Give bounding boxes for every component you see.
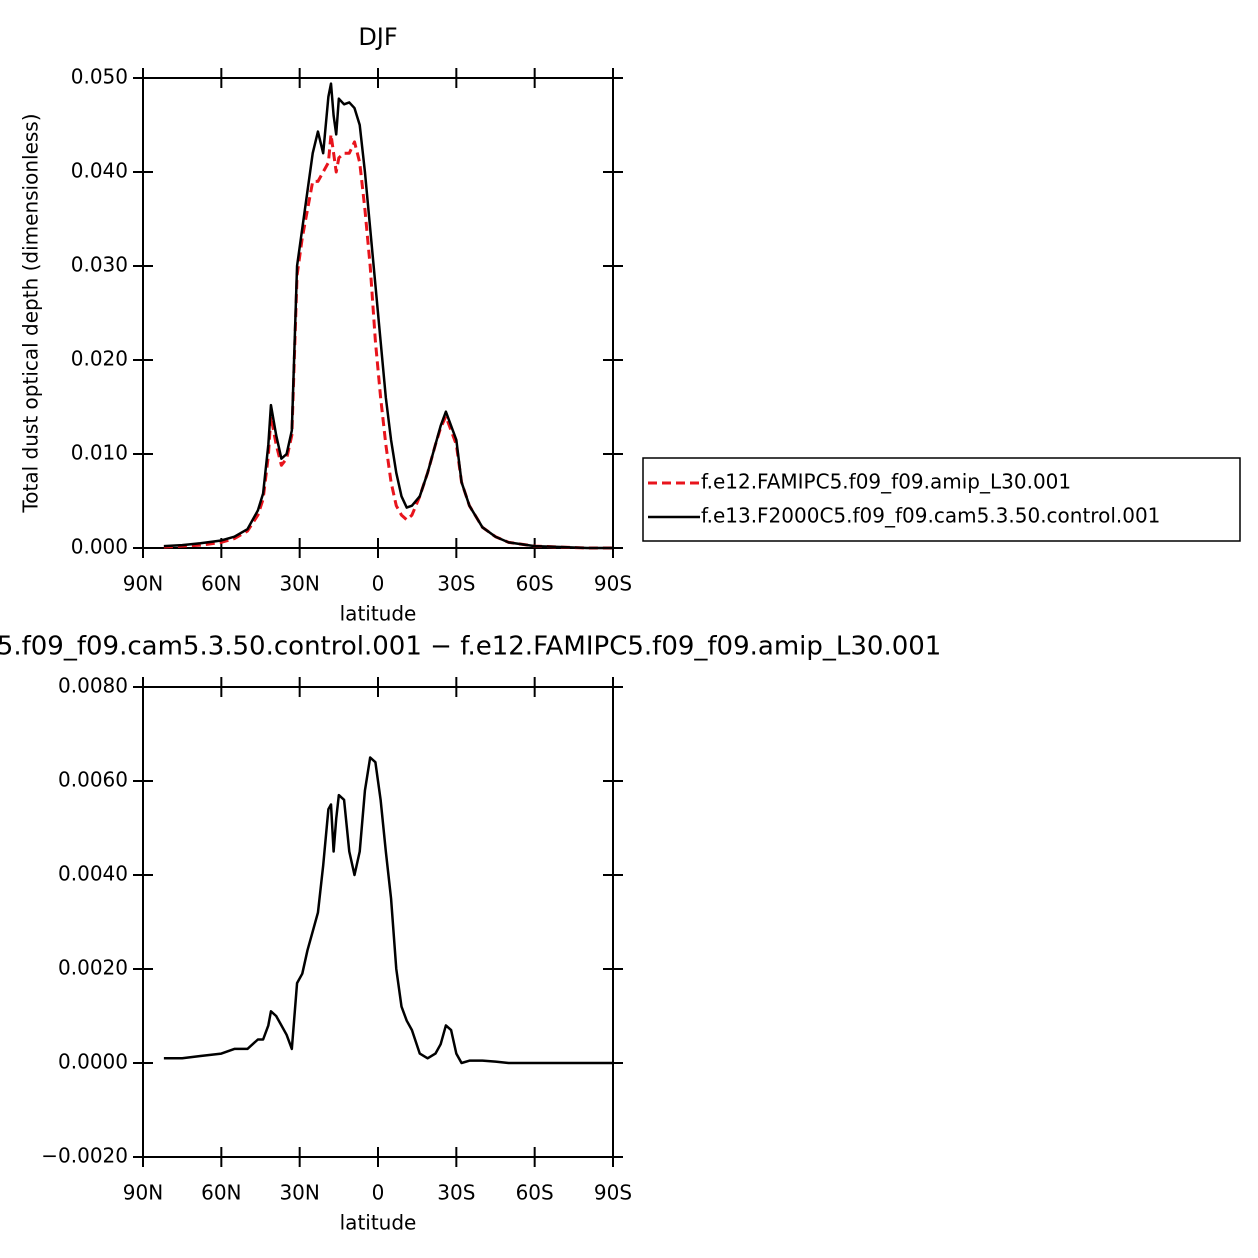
x-tick-label: 30S bbox=[437, 1181, 475, 1205]
x-tick-label: 90S bbox=[594, 1181, 632, 1205]
x-axis-label: latitude bbox=[340, 1211, 417, 1235]
y-tick-label: 0.0000 bbox=[58, 1050, 128, 1074]
x-tick-label: 60N bbox=[201, 572, 241, 596]
x-tick-label: 0 bbox=[372, 1181, 385, 1205]
y-tick-label: 0.0060 bbox=[58, 768, 128, 792]
y-tick-label: 0.040 bbox=[71, 159, 128, 183]
legend-label: f.e13.F2000C5.f09_f09.cam5.3.50.control.… bbox=[701, 504, 1160, 528]
y-tick-label: −0.0020 bbox=[41, 1144, 128, 1168]
y-tick-label: 0.010 bbox=[71, 441, 128, 465]
plot-frame bbox=[142, 686, 614, 1158]
data-line bbox=[163, 82, 613, 550]
x-tick-label: 90N bbox=[123, 572, 163, 596]
x-tick-label: 60N bbox=[201, 1181, 241, 1205]
x-axis-label: latitude bbox=[340, 602, 417, 626]
y-tick-label: 0.000 bbox=[71, 535, 128, 559]
x-tick-label: 30N bbox=[279, 1181, 319, 1205]
data-line bbox=[163, 132, 613, 550]
legend-box bbox=[642, 457, 1241, 542]
x-tick-label: 60S bbox=[516, 1181, 554, 1205]
y-tick-label: 0.020 bbox=[71, 347, 128, 371]
x-tick-label: 60S bbox=[516, 572, 554, 596]
y-tick-label: 0.050 bbox=[71, 65, 128, 89]
x-tick-label: 90N bbox=[123, 1181, 163, 1205]
x-tick-label: 90S bbox=[594, 572, 632, 596]
y-tick-label: 0.0020 bbox=[58, 956, 128, 980]
chart-title: DJF bbox=[358, 23, 397, 51]
data-line bbox=[163, 756, 613, 1065]
y-tick-label: 0.0080 bbox=[58, 674, 128, 698]
x-tick-label: 30N bbox=[279, 572, 319, 596]
chart-title: f.e13.F2000C5.f09_f09.cam5.3.50.control.… bbox=[0, 632, 941, 662]
y-tick-label: 0.0040 bbox=[58, 862, 128, 886]
y-tick-label: 0.030 bbox=[71, 253, 128, 277]
x-tick-label: 0 bbox=[372, 572, 385, 596]
x-tick-label: 30S bbox=[437, 572, 475, 596]
y-axis-label: Total dust optical depth (dimensionless) bbox=[19, 113, 43, 513]
legend-label: f.e12.FAMIPC5.f09_f09.amip_L30.001 bbox=[701, 470, 1071, 494]
